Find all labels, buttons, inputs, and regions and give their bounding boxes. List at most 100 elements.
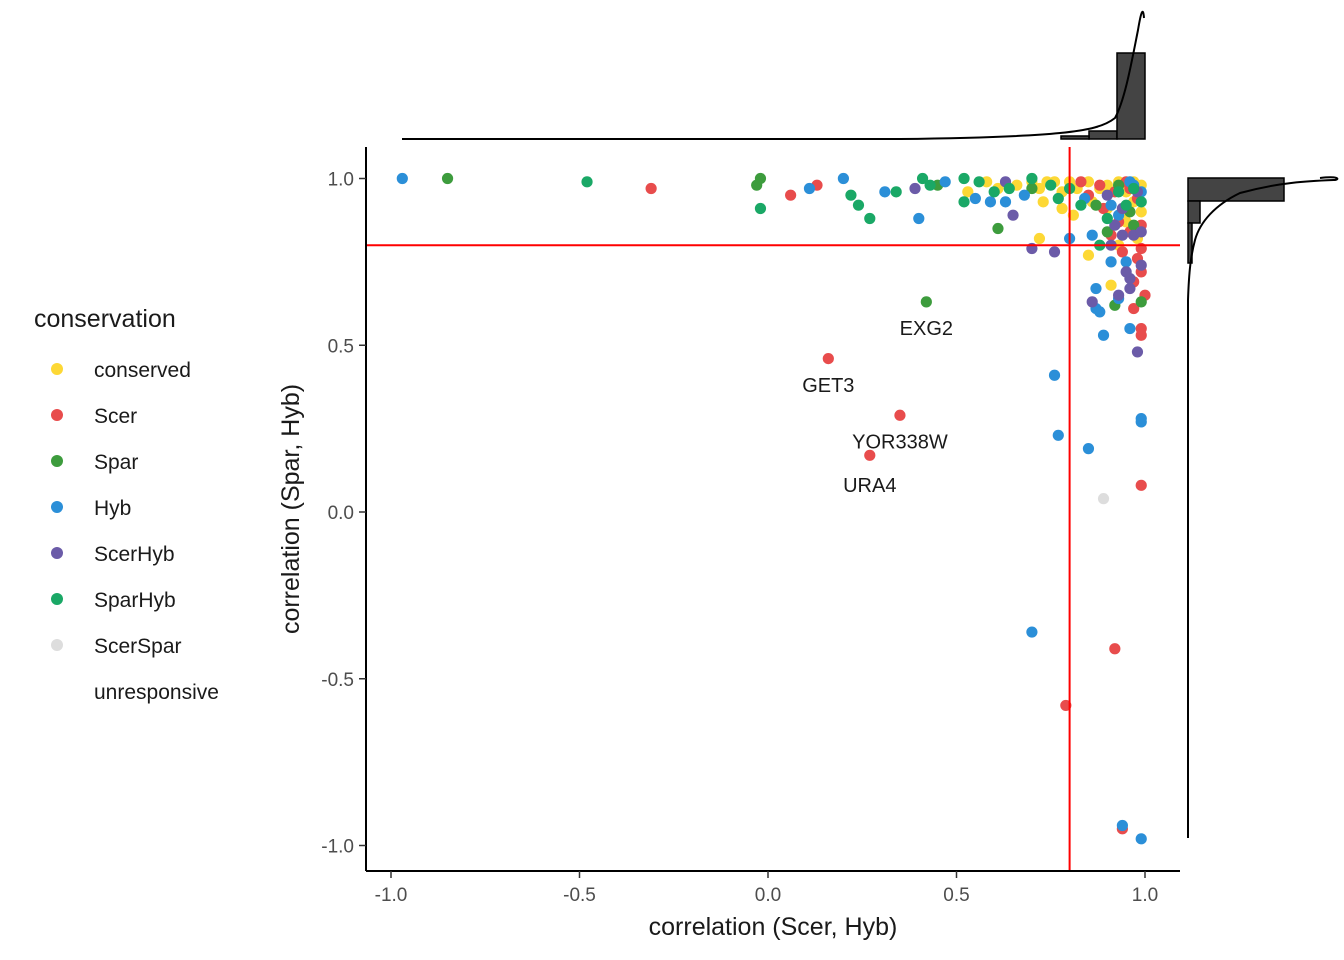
- legend-key-scer: [51, 409, 63, 421]
- point-hyb-6: [969, 192, 981, 205]
- legend-key-spar: [51, 455, 63, 467]
- top-hist-bar-2: [1060, 135, 1090, 140]
- point-scerhyb-5: [1086, 296, 1098, 308]
- point-spar-13: [1128, 219, 1140, 231]
- point-hyb-32: [1105, 256, 1117, 268]
- y-axis-title: correlation (Spar, Hyb): [277, 384, 305, 634]
- point-hyb-1: [803, 182, 816, 195]
- point-hyb-16: [1090, 282, 1102, 295]
- point-scerhyb-0: [909, 182, 921, 195]
- point-sparhyb-10: [973, 176, 985, 188]
- x-tick-label-0: -1.0: [375, 885, 408, 906]
- point-scer-12: [1128, 302, 1140, 315]
- point-sparhyb-4: [864, 212, 876, 225]
- point-spar-0: [441, 172, 454, 185]
- point-conserved-0: [962, 186, 974, 198]
- legend-label-hyb: Hyb: [94, 497, 131, 520]
- point-conserved-19: [1056, 202, 1068, 215]
- point-conserved-26: [1033, 232, 1046, 245]
- top-density-curve: [402, 10, 1145, 140]
- point-hyb-4: [913, 212, 925, 225]
- point-scer-30: [1135, 329, 1147, 341]
- legend-key-hyb: [51, 501, 63, 513]
- point-scerhyb-7: [1131, 346, 1144, 358]
- point-sparhyb-9: [958, 172, 970, 185]
- legend-entries: conservedScerSparHybScerHybSparHybScerSp…: [51, 359, 219, 704]
- point-spar-7: [1090, 199, 1102, 211]
- annotation-exg2: EXG2: [900, 318, 953, 340]
- annotations-layer: EXG2 GET3 YOR338W URA4: [802, 318, 953, 497]
- point-sparhyb-14: [1045, 179, 1057, 191]
- reference-lines: [366, 147, 1180, 871]
- legend-label-scer: Scer: [94, 405, 137, 428]
- point-hyb-33: [1086, 229, 1098, 241]
- point-scer-22: [1116, 246, 1128, 258]
- point-scerhyb-17: [1124, 282, 1136, 295]
- right-hist-bar-0: [1187, 177, 1285, 202]
- point-spar-2: [754, 172, 767, 185]
- point-conserved-18: [1037, 196, 1049, 208]
- point-scerhyb-15: [1109, 219, 1121, 231]
- point-sparhyb-15: [1052, 192, 1064, 205]
- y-tick-label-2: 0.0: [328, 503, 354, 524]
- point-sparhyb-5: [890, 186, 902, 198]
- legend-label-conserved: conserved: [94, 359, 191, 382]
- point-scer-4: [894, 409, 906, 421]
- legend-label-spar: Spar: [94, 451, 138, 474]
- legend: conservation: [34, 305, 176, 333]
- right-hist-bar-1: [1187, 200, 1201, 224]
- legend-title: conservation: [34, 305, 176, 333]
- point-hyb-8: [999, 196, 1012, 208]
- point-hyb-3: [879, 186, 891, 198]
- point-hyb-23: [1135, 416, 1147, 428]
- point-sparhyb-22: [1128, 182, 1140, 195]
- point-sparhyb-7: [924, 179, 936, 191]
- point-sparhyb-0: [581, 176, 593, 188]
- point-sparhyb-17: [1075, 199, 1087, 211]
- point-sparhyb-8: [958, 196, 970, 208]
- x-axis-title: correlation (Scer, Hyb): [649, 913, 898, 941]
- x-tick-label-4: 1.0: [1132, 885, 1158, 906]
- annotation-ura4: URA4: [843, 475, 896, 497]
- point-hyb-7: [984, 196, 997, 208]
- legend-key-scerhyb: [51, 547, 63, 559]
- point-scer-17: [1075, 176, 1087, 188]
- top-marginal-histogram: [402, 10, 1146, 140]
- point-sparhyb-2: [845, 189, 857, 201]
- point-hyb-2: [837, 172, 850, 185]
- point-sparhyb-6: [916, 172, 929, 185]
- point-scer-1: [785, 189, 797, 201]
- point-sparhyb-20: [1113, 186, 1125, 198]
- point-hyb-21: [1124, 322, 1136, 335]
- y-tick-label-1: -0.5: [321, 670, 354, 691]
- point-hyb-9: [1018, 189, 1030, 201]
- point-sparhyb-13: [1026, 172, 1038, 185]
- point-scer-7: [1109, 643, 1121, 655]
- point-hyb-27: [1105, 199, 1117, 211]
- right-density-curve: [1187, 176, 1339, 838]
- point-spar-6: [1026, 182, 1038, 195]
- point-scerhyb-16: [1135, 259, 1147, 271]
- right-marginal-histogram: [1187, 176, 1339, 838]
- plot-panel: EXG2 GET3 YOR338W URA4 -1.0 -0.5 0.0 0.5 1.0 -1…: [321, 147, 1180, 906]
- point-scerspar-0: [1097, 493, 1110, 505]
- point-scer-3: [822, 352, 834, 365]
- points-layer: [396, 172, 1151, 845]
- point-hyb-30: [1120, 256, 1132, 268]
- x-tick-label-2: 0.0: [755, 885, 781, 906]
- point-scerhyb-4: [1048, 246, 1061, 258]
- top-hist-bar-0: [1088, 130, 1118, 140]
- point-spar-9: [1135, 296, 1147, 308]
- point-spar-11: [1101, 226, 1113, 238]
- point-scerhyb-11: [1135, 226, 1147, 238]
- annotation-yor338w: YOR338W: [852, 432, 948, 454]
- point-hyb-18: [1097, 329, 1110, 341]
- point-scerhyb-2: [1007, 209, 1019, 221]
- point-sparhyb-19: [1101, 212, 1113, 225]
- point-spar-3: [920, 296, 932, 308]
- point-conserved-27: [1082, 249, 1095, 261]
- point-scerhyb-6: [1113, 289, 1125, 301]
- point-scer-5: [864, 449, 876, 461]
- legend-label-sparhyb: SparHyb: [94, 589, 176, 612]
- y-tick-label-0: -1.0: [321, 837, 354, 858]
